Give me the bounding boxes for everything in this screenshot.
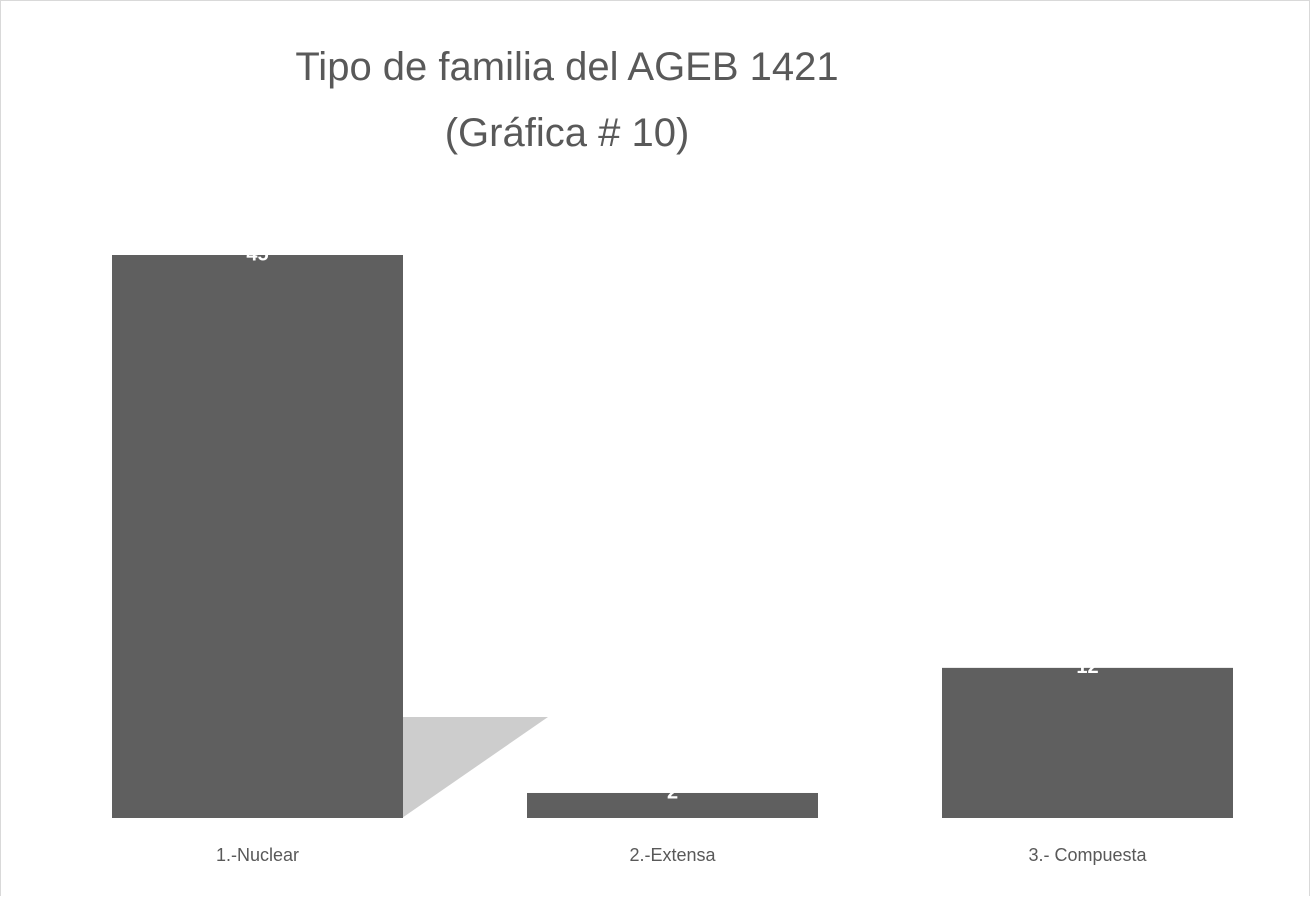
- x-tick-label: 3.- Compuesta: [1028, 845, 1147, 865]
- value-label: 2: [667, 781, 678, 803]
- value-label: 12: [1076, 656, 1098, 678]
- bar: [527, 792, 818, 818]
- value-label: 45: [246, 243, 268, 265]
- x-tick-label: 1.-Nuclear: [216, 845, 299, 865]
- x-tick-label: 2.-Extensa: [629, 845, 716, 865]
- bar: [112, 255, 403, 818]
- chart-title: Tipo de familia del AGEB 1421 (Gráfica #…: [295, 45, 839, 155]
- bar: [942, 667, 1233, 818]
